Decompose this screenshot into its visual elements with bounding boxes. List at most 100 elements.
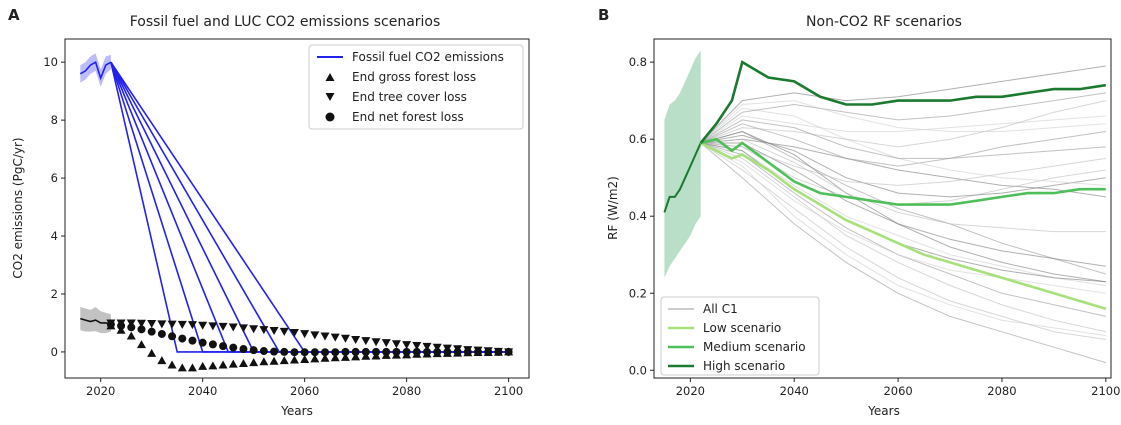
tree-cover-loss-point xyxy=(402,341,412,350)
net-forest-loss-point xyxy=(310,348,319,357)
legend-tree-label: End tree cover loss xyxy=(352,90,467,104)
chart-b-plot xyxy=(663,50,1107,364)
tree-cover-loss-point xyxy=(300,330,310,339)
all-c1-series-line xyxy=(700,65,1106,144)
net-forest-loss-point xyxy=(106,320,115,329)
legend-triangle-down-icon xyxy=(325,93,335,101)
net-forest-loss-point xyxy=(463,347,472,356)
net-forest-loss-point xyxy=(208,340,217,349)
net-forest-loss-point xyxy=(168,332,177,341)
net-forest-loss-point xyxy=(433,347,442,356)
tree-cover-loss-point xyxy=(310,331,320,340)
chart-a-plot xyxy=(79,53,514,372)
fossil-uncertainty-band xyxy=(80,53,111,87)
chart-b-ylabel: RF (W/m2) xyxy=(606,176,620,240)
net-forest-loss-point xyxy=(239,345,248,354)
panel-b: B Non-CO2 RF scenarios 2020 2040 2060 2080 2… xyxy=(598,6,1120,418)
y-tick-label: 10 xyxy=(43,55,58,69)
gross-forest-loss-point xyxy=(351,352,361,361)
net-forest-loss-point xyxy=(382,347,391,356)
historic-uncertainty-band xyxy=(664,50,701,278)
legend-fossil-label: Fossil fuel CO2 emissions xyxy=(352,50,504,64)
y-tick-label: 0 xyxy=(51,345,58,359)
chart-a-legend-box xyxy=(308,44,524,130)
gross-forest-loss-point xyxy=(259,357,269,366)
net-forest-loss-point xyxy=(443,347,452,356)
gross-forest-loss-point xyxy=(310,354,320,363)
tree-cover-loss-point xyxy=(249,325,259,334)
net-forest-loss-point xyxy=(494,347,503,356)
legend-triangle-up-icon xyxy=(325,73,335,81)
x-tick-label: 2080 xyxy=(392,384,421,398)
tree-cover-loss-point xyxy=(177,320,187,329)
all-c1-series-line xyxy=(700,100,1106,148)
net-forest-loss-point xyxy=(423,347,432,356)
chart-a-y-axis: 0 2 4 6 8 10 xyxy=(43,55,65,359)
tree-cover-loss-point xyxy=(279,327,289,336)
chart-a-x-axis: 2020 2040 2060 2080 2100 xyxy=(86,378,523,398)
net-forest-loss-point xyxy=(137,325,146,334)
tree-cover-loss-point xyxy=(361,337,371,346)
net-forest-loss-point xyxy=(188,336,197,345)
net-forest-loss-point xyxy=(229,343,238,352)
chart-a-frame xyxy=(64,38,530,379)
chart-a-legend: Fossil fuel CO2 emissions End gross fore… xyxy=(308,44,524,130)
x-tick-label: 2100 xyxy=(1091,384,1120,398)
net-forest-loss-point xyxy=(147,327,156,336)
gross-forest-loss-point xyxy=(136,340,146,349)
all-c1-series-line xyxy=(700,134,1106,198)
panel-label-a: A xyxy=(8,6,20,24)
x-tick-label: 2060 xyxy=(883,384,912,398)
legend-allc1-label: All C1 xyxy=(703,302,738,316)
tree-cover-loss-point xyxy=(157,320,167,329)
tree-cover-loss-point xyxy=(289,329,299,338)
tree-cover-loss-point xyxy=(136,319,146,328)
net-forest-loss-point xyxy=(219,342,228,351)
gross-forest-loss-point xyxy=(218,360,228,369)
chart-b-frame xyxy=(653,38,1112,379)
tree-cover-loss-point xyxy=(422,342,432,351)
y-tick-label: 0.2 xyxy=(629,286,647,300)
chart-b-legend: All C1 Low scenario Medium scenario High… xyxy=(660,296,820,376)
net-forest-loss-point xyxy=(259,347,268,356)
legend-low-label: Low scenario xyxy=(703,321,781,335)
legend-gross-label: End gross forest loss xyxy=(352,70,476,84)
gross-forest-loss-point xyxy=(228,359,238,368)
net-forest-loss-point xyxy=(504,347,513,356)
all-c1-series-line xyxy=(700,92,1106,144)
all-c1-series-line xyxy=(700,142,1106,364)
all-c1-series-line xyxy=(700,142,1106,294)
tree-cover-loss-point xyxy=(351,335,361,344)
chart-a-ylabel: CO2 emissions (PgC/yr) xyxy=(11,137,25,278)
tree-cover-loss-point xyxy=(259,326,269,335)
net-forest-loss-point xyxy=(372,347,381,356)
gross-forest-loss-point xyxy=(187,363,197,372)
gross-forest-loss-point xyxy=(269,356,279,365)
legend-net-label: End net forest loss xyxy=(352,110,464,124)
net-forest-loss-point xyxy=(127,323,136,332)
gross-forest-loss-point xyxy=(198,361,208,370)
legend-medium-label: Medium scenario xyxy=(703,340,806,354)
y-tick-label: 0.4 xyxy=(629,209,647,223)
tree-cover-loss-point xyxy=(218,322,228,331)
net-forest-loss-point xyxy=(453,347,462,356)
x-tick-label: 2080 xyxy=(987,384,1016,398)
net-forest-loss-point xyxy=(300,348,309,357)
all-c1-series-line xyxy=(700,142,1106,333)
chart-a-xlabel: Years xyxy=(280,404,313,418)
net-forest-loss-point xyxy=(290,348,299,357)
tree-cover-loss-point xyxy=(412,342,422,351)
tree-cover-loss-point xyxy=(330,333,340,342)
net-forest-loss-point xyxy=(198,338,207,347)
net-forest-loss-point xyxy=(280,347,289,356)
chart-b-legend-box xyxy=(660,296,820,376)
chart-b-xlabel: Years xyxy=(867,404,900,418)
tree-cover-loss-point xyxy=(340,334,350,343)
tree-cover-loss-point xyxy=(391,340,401,349)
net-forest-loss-point xyxy=(412,347,421,356)
y-tick-label: 8 xyxy=(51,113,58,127)
x-tick-label: 2100 xyxy=(494,384,523,398)
gross-forest-loss-point xyxy=(330,353,340,362)
all-c1-series-line xyxy=(700,142,1106,337)
net-forest-loss-point xyxy=(117,321,126,330)
